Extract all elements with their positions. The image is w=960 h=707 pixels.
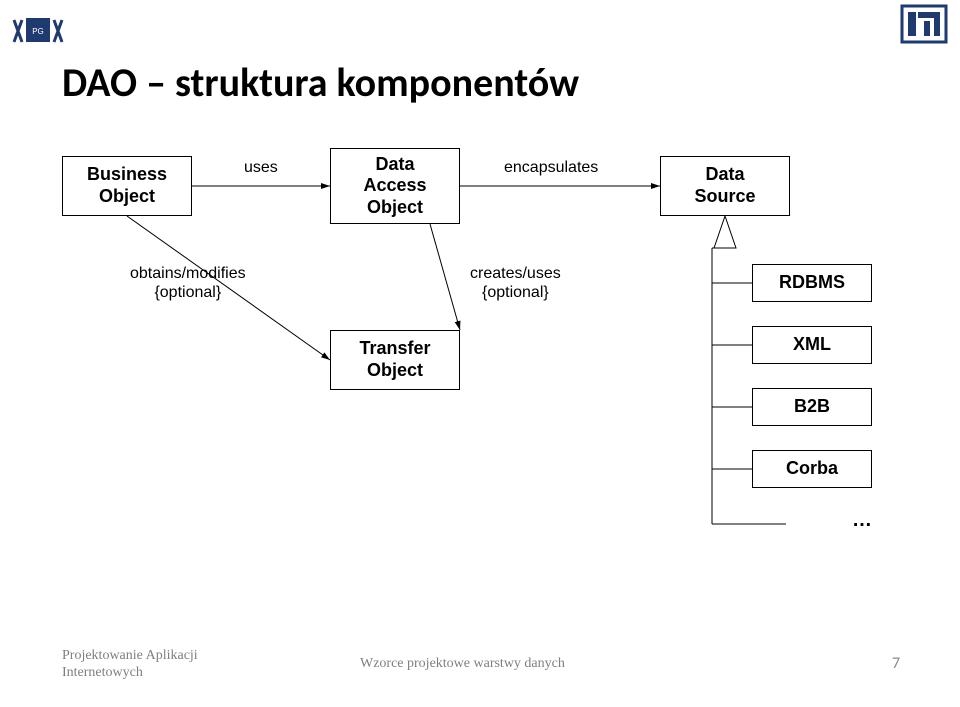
label-ellipsis: …: [852, 508, 872, 532]
label-uses: uses: [244, 158, 278, 177]
box-data-access-object: Data Access Object: [330, 148, 460, 224]
page-title: DAO – struktura komponentów: [62, 58, 579, 107]
logo-right: [900, 4, 948, 44]
box-business-object: Business Object: [62, 156, 192, 216]
box-rdbms: RDBMS: [752, 264, 872, 302]
label-creates-uses: creates/uses {optional}: [470, 264, 561, 302]
box-transfer-object: Transfer Object: [330, 330, 460, 390]
label-obtains-modifies: obtains/modifies {optional}: [130, 264, 246, 302]
page-number: 7: [892, 654, 900, 673]
label-encapsulates: encapsulates: [504, 158, 598, 177]
svg-text:PG: PG: [32, 27, 44, 36]
logo-left: PG: [8, 8, 68, 52]
box-data-source: Data Source: [660, 156, 790, 216]
box-b2b: B2B: [752, 388, 872, 426]
box-corba: Corba: [752, 450, 872, 488]
footer-center: Wzorce projektowe warstwy danych: [360, 656, 565, 672]
footer-left: Projektowanie Aplikacji Internetowych: [62, 648, 198, 682]
box-xml: XML: [752, 326, 872, 364]
